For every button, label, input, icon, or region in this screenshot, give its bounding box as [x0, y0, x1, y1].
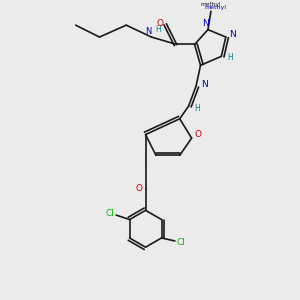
Text: H: H: [227, 53, 233, 62]
Text: methyl: methyl: [204, 5, 226, 10]
Text: N: N: [145, 27, 151, 36]
Text: O: O: [136, 184, 142, 193]
Text: Cl: Cl: [177, 238, 186, 247]
Text: Cl: Cl: [105, 209, 114, 218]
Text: H: H: [155, 25, 161, 34]
Text: O: O: [156, 19, 163, 28]
Text: methyl: methyl: [201, 2, 221, 7]
Text: O: O: [195, 130, 202, 139]
Text: N: N: [202, 19, 209, 28]
Text: H: H: [195, 104, 200, 113]
Text: N: N: [201, 80, 208, 89]
Text: N: N: [229, 30, 236, 39]
